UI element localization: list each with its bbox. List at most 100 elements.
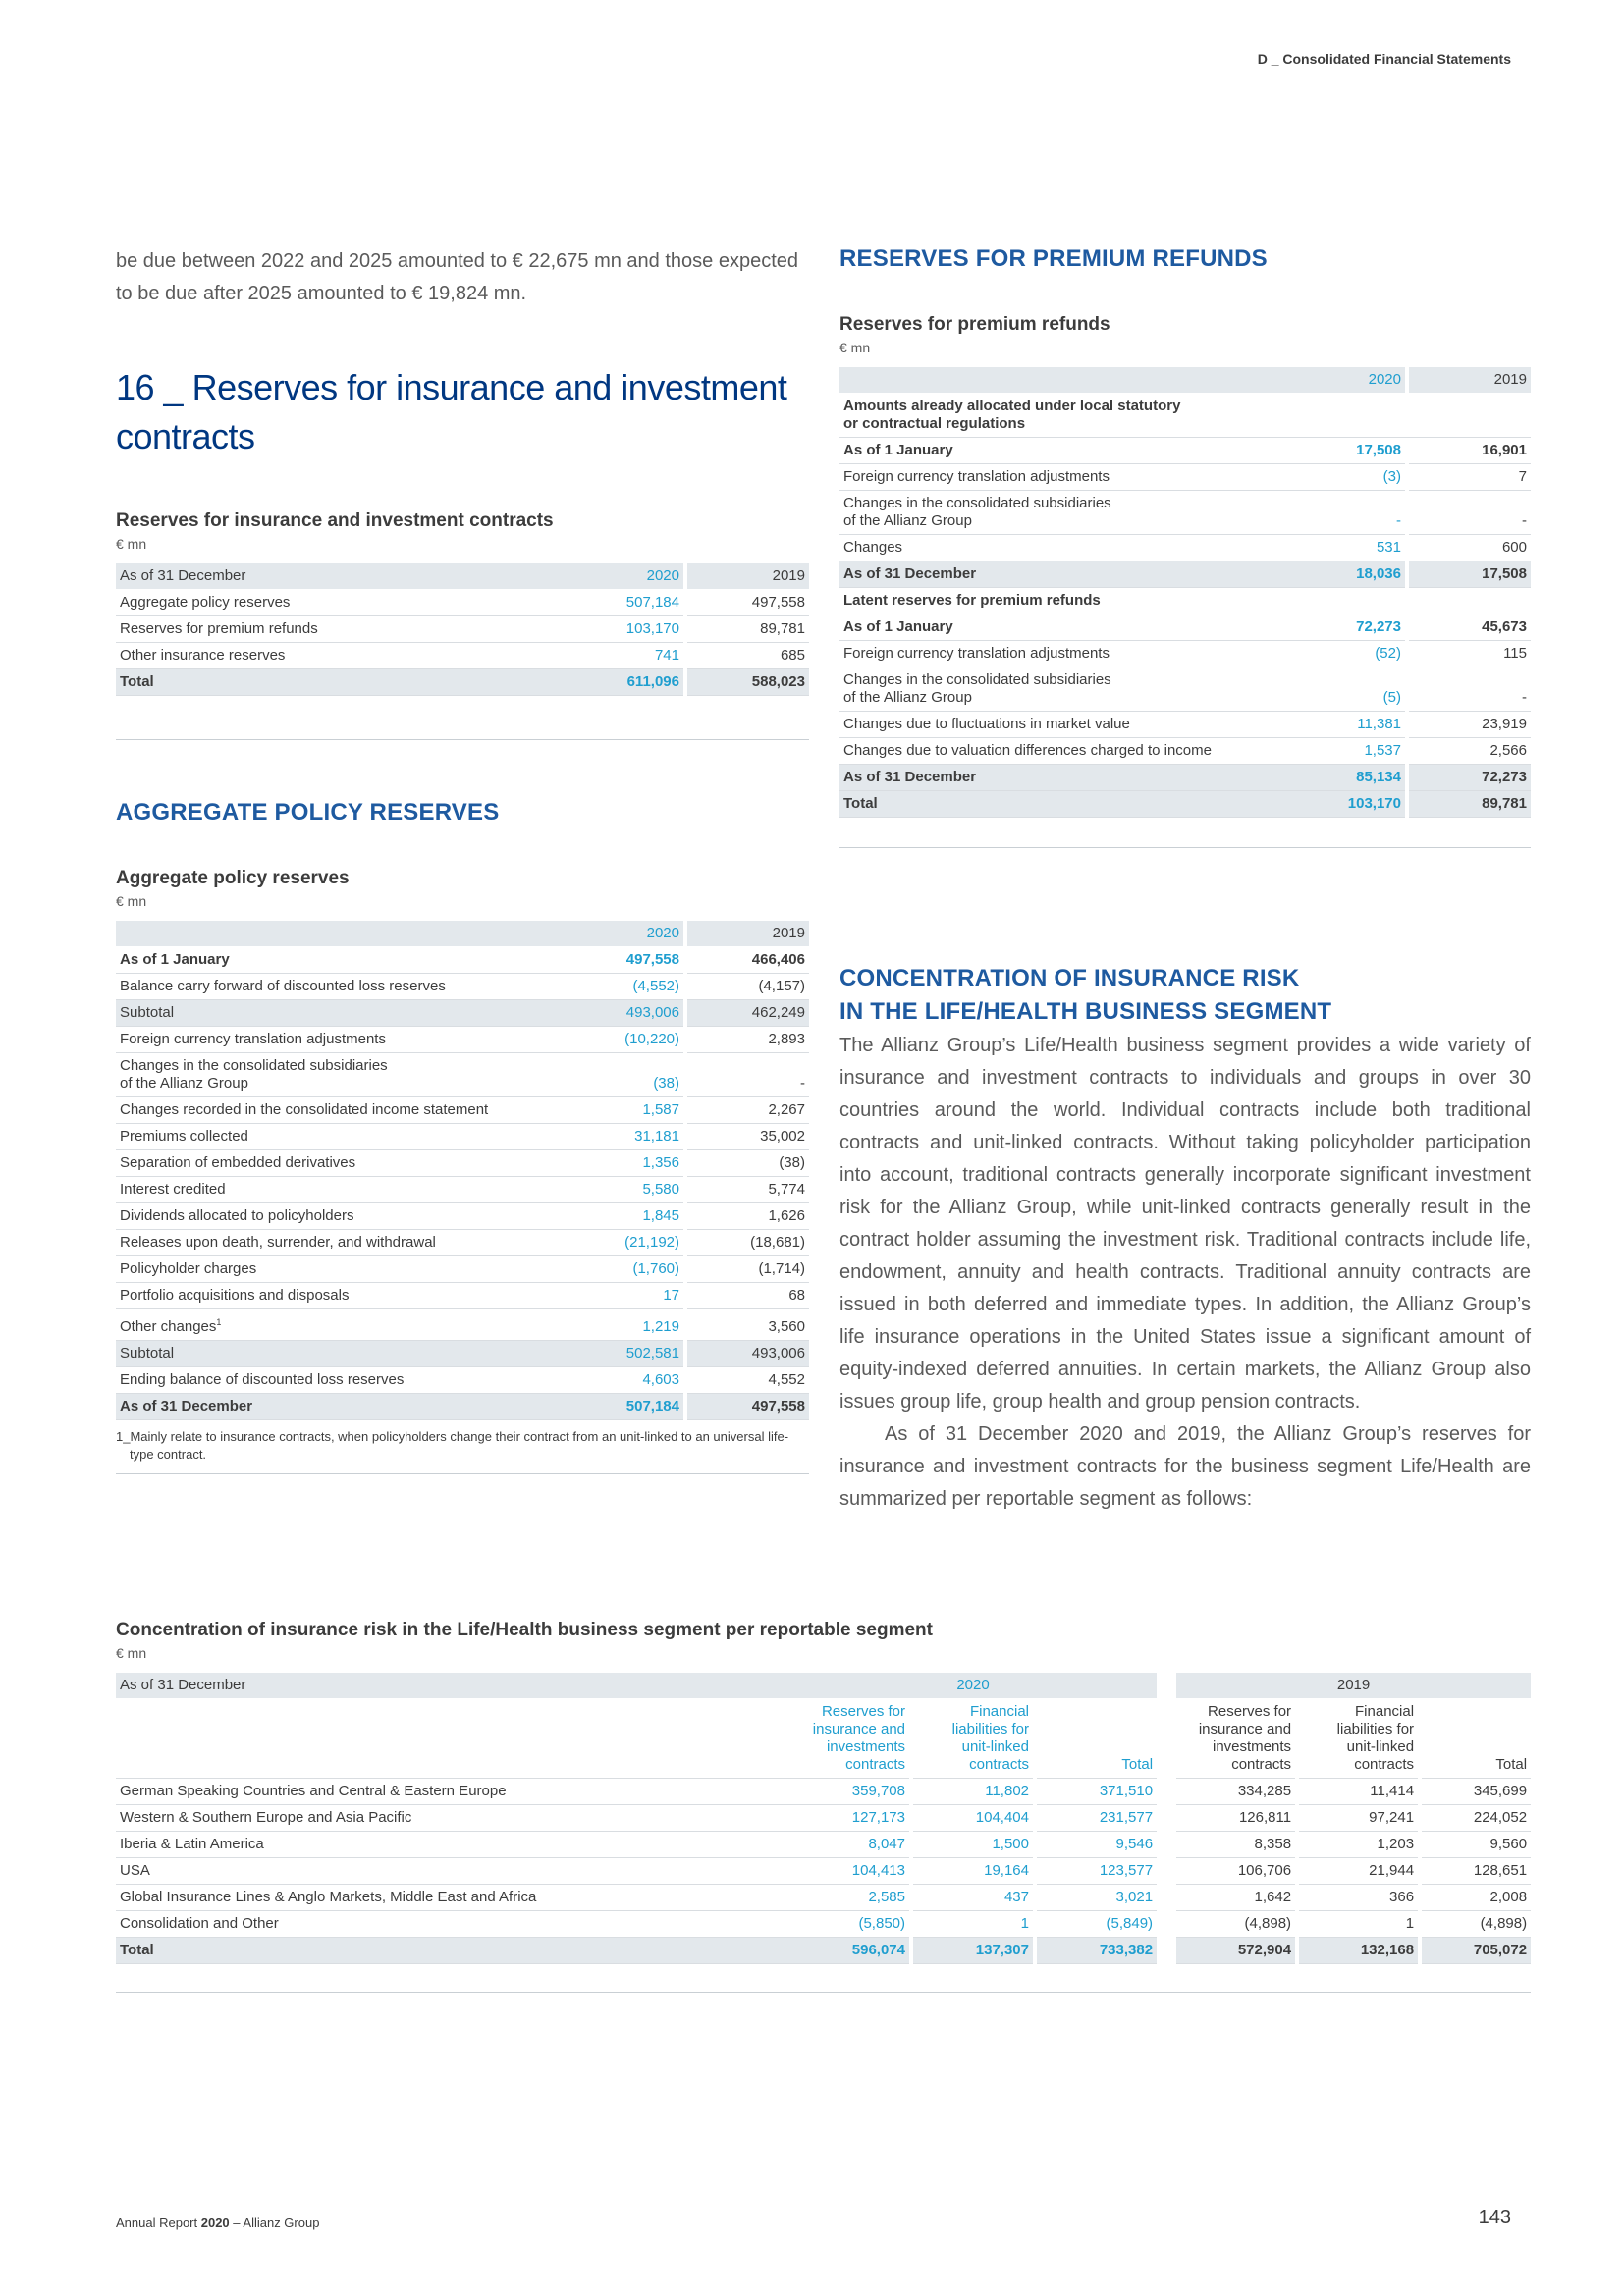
row-label-text: Separation of embedded derivatives <box>120 1154 356 1171</box>
value-2020: 1,587 <box>562 1097 683 1124</box>
table-total-row: Total 611,096 588,023 <box>116 669 809 696</box>
segment-table-block: Concentration of insurance risk in the L… <box>116 1620 1532 1993</box>
header-label <box>839 367 1283 394</box>
table-row: German Speaking Countries and Central & … <box>116 1779 1532 1805</box>
table-row: Western & Southern Europe and Asia Pacif… <box>116 1805 1532 1832</box>
value-2019: - <box>687 1053 809 1097</box>
premium-refunds-heading: RESERVES FOR PREMIUM REFUNDS <box>839 245 1268 272</box>
value-2020: (52) <box>1283 641 1405 667</box>
value-financial-2019: 1,203 <box>1299 1832 1419 1858</box>
row-label-text: As of 1 January <box>843 442 953 458</box>
value-2019: 2,267 <box>687 1097 809 1124</box>
table-header-row: 2020 2019 <box>116 921 809 947</box>
value-reserves-2019: 106,706 <box>1176 1858 1296 1885</box>
row-label: Changes due to valuation differences cha… <box>839 738 1283 765</box>
header-line: investments <box>1213 1738 1292 1755</box>
table-row: Interest credited 5,580 5,774 <box>116 1177 809 1203</box>
value-total-2019: 345,699 <box>1422 1779 1532 1805</box>
value-total-2020: 371,510 <box>1037 1779 1158 1805</box>
header-line: Reserves for <box>821 1703 905 1720</box>
value-reserves-2020: 104,413 <box>789 1858 909 1885</box>
row-label: As of 31 December <box>116 1394 562 1420</box>
header-line: insurance and <box>1198 1721 1292 1737</box>
value-financial-2020: 1 <box>913 1911 1033 1938</box>
row-label-text: Changes due to fluctuations in market va… <box>843 716 1130 732</box>
value-reserves-2020: (5,850) <box>789 1911 909 1938</box>
header-line: unit-linked <box>961 1738 1029 1755</box>
page-number: 143 <box>1478 2207 1511 2228</box>
table-row: Foreign currency translation adjustments… <box>839 464 1531 491</box>
table-row: Balance carry forward of discounted loss… <box>116 974 809 1000</box>
table-row: Changes due to valuation differences cha… <box>839 738 1531 765</box>
value-2019: 4,552 <box>687 1367 809 1394</box>
column-gap <box>1157 1858 1176 1885</box>
aggregate-table-block: Aggregate policy reserves € mn 2020 2019 A… <box>116 868 809 1474</box>
divider <box>116 1992 1531 1993</box>
footer-report-suffix: – Allianz Group <box>229 2216 320 2230</box>
table-row: Subtotal 493,006 462,249 <box>116 1000 809 1027</box>
column-gap <box>1157 1805 1176 1832</box>
table-row: Changes in the consolidated subsidiaries… <box>839 491 1531 535</box>
value-reserves-2019: 572,904 <box>1176 1938 1296 1964</box>
table-row: Global Insurance Lines & Anglo Markets, … <box>116 1885 1532 1911</box>
table-row: Latent reserves for premium refunds <box>839 588 1531 614</box>
value-2020: 531 <box>1283 535 1405 561</box>
aggregate-table: 2020 2019 As of 1 January 497,558 466,406 Bal… <box>116 921 809 1420</box>
row-label-text-line2: of the Allianz Group <box>120 1075 248 1092</box>
row-label-text: Changes due to valuation differences cha… <box>843 742 1212 759</box>
value-2020: 4,603 <box>562 1367 683 1394</box>
row-label: As of 31 December <box>839 561 1283 588</box>
value-2020: 17,508 <box>1283 438 1405 464</box>
value-reserves-2020: 596,074 <box>789 1938 909 1964</box>
row-label-text: As of 31 December <box>843 565 977 582</box>
row-label-text-line2: of the Allianz Group <box>843 689 972 706</box>
column-gap <box>683 563 687 590</box>
value-financial-2019: 97,241 <box>1299 1805 1419 1832</box>
section-title: 16 _ Reserves for insurance and investme… <box>116 367 787 456</box>
row-label-text: Foreign currency translation adjustments <box>843 468 1110 485</box>
column-gap <box>1157 1699 1176 1779</box>
row-label: Dividends allocated to policyholders <box>116 1203 562 1230</box>
value-total-2020: 9,546 <box>1037 1832 1158 1858</box>
row-label-text: Changes in the consolidated subsidiaries <box>120 1057 388 1074</box>
row-label: As of 1 January <box>839 614 1283 641</box>
value-reserves-2020: 127,173 <box>789 1805 909 1832</box>
value-financial-2020: 137,307 <box>913 1938 1033 1964</box>
header-year-2020: 2020 <box>789 1673 1158 1699</box>
segment-table: As of 31 December 2020 2019 Reserves for ins… <box>116 1673 1532 1964</box>
row-label: Other changes1 <box>116 1309 562 1341</box>
header-year-2020: 2020 <box>1283 367 1405 394</box>
row-label: Interest credited <box>116 1177 562 1203</box>
column-gap <box>1405 394 1409 438</box>
header-reserves-2019: Reserves for insurance and investments cont… <box>1176 1699 1296 1779</box>
value-2020: 741 <box>562 643 683 669</box>
row-label-text: Subtotal <box>120 1345 175 1362</box>
value-reserves-2020: 2,585 <box>789 1885 909 1911</box>
table-row: USA 104,413 19,164 123,577 106,706 21,944 128,… <box>116 1858 1532 1885</box>
row-label: Global Insurance Lines & Anglo Markets, … <box>116 1885 789 1911</box>
value-2019: 89,781 <box>687 616 809 643</box>
value-total-2019: 2,008 <box>1422 1885 1532 1911</box>
row-label-text: Other changes <box>120 1318 217 1335</box>
value-2019: 497,558 <box>687 590 809 616</box>
table-row: As of 1 January 17,508 16,901 <box>839 438 1531 464</box>
value-reserves-2020: 359,708 <box>789 1779 909 1805</box>
value-2020: - <box>1283 491 1405 535</box>
row-label: Other insurance reserves <box>116 643 562 669</box>
value-2019: 16,901 <box>1409 438 1531 464</box>
value-2020: 72,273 <box>1283 614 1405 641</box>
column-gap <box>1157 1885 1176 1911</box>
row-label: Changes <box>839 535 1283 561</box>
value-financial-2020: 437 <box>913 1885 1033 1911</box>
value-2020: 507,184 <box>562 1394 683 1420</box>
column-gap <box>1157 1832 1176 1858</box>
aggregate-table-title: Aggregate policy reserves <box>116 868 350 888</box>
row-label: USA <box>116 1858 789 1885</box>
value-total-2020: 3,021 <box>1037 1885 1158 1911</box>
concentration-para-1: The Allianz Group’s Life/Health business… <box>839 1035 1531 1413</box>
value-total-2019: (4,898) <box>1422 1911 1532 1938</box>
header-label <box>116 921 562 947</box>
value-total-2020: 733,382 <box>1037 1938 1158 1964</box>
table-row: Premiums collected 31,181 35,002 <box>116 1124 809 1150</box>
header-year-2020: 2020 <box>562 563 683 590</box>
